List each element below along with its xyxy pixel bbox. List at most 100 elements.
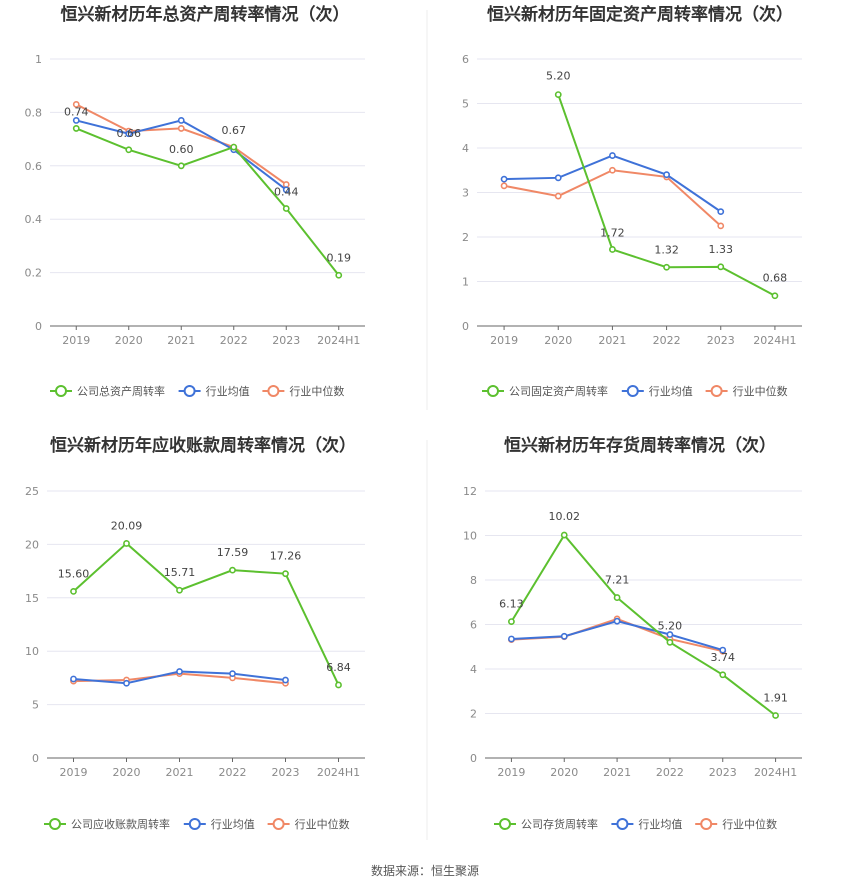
data-point-company: [663, 263, 670, 271]
x-tick-label: 2020: [115, 334, 143, 347]
y-tick-label: 2: [462, 231, 469, 244]
y-tick-label: 25: [25, 485, 39, 498]
data-label: 0.74: [64, 105, 89, 118]
x-tick-label: 2020: [544, 334, 572, 347]
legend-label: 行业均值: [649, 385, 693, 398]
data-point-company: [229, 566, 236, 574]
legend-item-company[interactable]: 公司固定资产周转率: [482, 384, 608, 398]
x-tick-label: 2022: [653, 334, 681, 347]
data-point-avg: [719, 646, 727, 654]
x-tick-label: 2024H1: [317, 334, 360, 347]
y-tick-label: 8: [470, 574, 477, 587]
data-point-company: [335, 681, 342, 689]
legend-marker: [272, 818, 285, 830]
legend-label: 行业均值: [638, 818, 682, 831]
data-point-company: [335, 271, 343, 279]
legend-item-median[interactable]: 行业中位数: [695, 817, 777, 831]
data-label: 20.09: [111, 519, 143, 532]
data-label: 6.84: [326, 661, 351, 674]
y-tick-label: 20: [25, 538, 39, 551]
chart-panel-2: 恒兴新材历年固定资产周转率情况（次） 0 1 2 3 4 5 6 2019 2020 2021 202…: [462, 4, 802, 398]
data-label: 1.33: [709, 243, 734, 256]
data-point-median: [554, 192, 562, 200]
legend-item-median[interactable]: 行业中位数: [705, 384, 788, 398]
data-label: 10.02: [549, 510, 581, 523]
legend-item-avg[interactable]: 行业均值: [621, 385, 693, 398]
data-point-avg: [177, 117, 185, 124]
x-tick-label: 2024H1: [753, 334, 796, 347]
legend-item-avg[interactable]: 行业均值: [611, 818, 682, 831]
data-point-company: [125, 146, 133, 154]
data-label: 0.44: [274, 186, 299, 199]
legend-marker: [49, 818, 61, 830]
chart-panel-3: 恒兴新材历年应收账款周转率情况（次） 0 5 10 15 20 25 2019 2020 2021…: [25, 435, 365, 831]
y-tick-label: 0.6: [25, 160, 43, 173]
data-point-company: [666, 638, 674, 646]
x-tick-label: 2019: [497, 766, 525, 779]
x-tick-label: 2024H1: [317, 766, 360, 779]
legend-item-median[interactable]: 行业中位数: [262, 384, 344, 398]
x-tick-label: 2020: [550, 766, 578, 779]
y-tick-label: 2: [470, 708, 477, 721]
x-tick-label: 2020: [113, 766, 141, 779]
y-tick-label: 5: [32, 699, 39, 712]
y-tick-label: 4: [462, 142, 469, 155]
y-tick-label: 0.2: [25, 267, 43, 280]
x-tick-label: 2021: [167, 334, 195, 347]
data-label: 0.68: [763, 272, 788, 285]
legend-item-company[interactable]: 公司总资产周转率: [50, 384, 165, 398]
data-label: 17.26: [270, 550, 302, 563]
legend-item-avg[interactable]: 行业均值: [183, 818, 255, 831]
legend-label: 行业中位数: [722, 817, 777, 831]
x-tick-label: 2023: [707, 334, 735, 347]
y-tick-label: 0: [470, 752, 477, 765]
data-label: 17.59: [217, 546, 249, 559]
data-point-avg: [72, 117, 80, 124]
data-point-avg: [282, 676, 289, 684]
data-point-company: [282, 205, 290, 212]
data-label: 0.19: [327, 251, 352, 264]
legend-marker: [188, 818, 201, 830]
y-tick-label: 0: [35, 320, 42, 333]
data-point-avg: [560, 632, 568, 640]
data-point-avg: [609, 152, 616, 159]
data-point-company: [613, 594, 621, 601]
data-point-avg: [508, 635, 515, 643]
legend-item-company[interactable]: 公司应收账款周转率: [44, 817, 170, 831]
data-point-company: [123, 540, 130, 547]
legend-marker: [700, 818, 713, 830]
data-label: 0.67: [222, 124, 247, 137]
data-point-company: [230, 143, 238, 151]
data-point-median: [717, 222, 725, 230]
data-label: 1.91: [763, 692, 788, 705]
data-point-avg: [717, 208, 725, 216]
data-label: 5.20: [546, 70, 571, 83]
data-label: 0.60: [169, 143, 194, 156]
legend-label: 行业中位数: [733, 384, 788, 398]
legend-marker: [616, 818, 629, 830]
y-tick-label: 0: [32, 752, 39, 765]
y-tick-label: 4: [470, 663, 477, 676]
x-tick-label: 2022: [220, 334, 248, 347]
data-point-avg: [125, 130, 133, 138]
legend-marker: [267, 385, 280, 397]
y-tick-label: 0.4: [25, 213, 43, 226]
x-tick-label: 2023: [272, 334, 300, 347]
data-label: 15.71: [164, 566, 196, 579]
data-label: 6.13: [499, 598, 524, 611]
data-point-avg: [666, 631, 674, 638]
legend-marker: [55, 385, 67, 397]
y-tick-label: 15: [25, 592, 39, 605]
data-point-avg: [663, 171, 670, 179]
legend-item-avg[interactable]: 行业均值: [178, 385, 250, 398]
data-point-avg: [176, 668, 183, 675]
data-point-company: [508, 618, 515, 626]
legend-label: 公司总资产周转率: [77, 384, 165, 398]
legend-item-median[interactable]: 行业中位数: [267, 817, 350, 831]
x-tick-label: 2023: [272, 766, 300, 779]
data-point-company: [560, 531, 568, 539]
x-tick-label: 2023: [709, 766, 737, 779]
legend-item-company[interactable]: 公司存货周转率: [494, 817, 598, 831]
